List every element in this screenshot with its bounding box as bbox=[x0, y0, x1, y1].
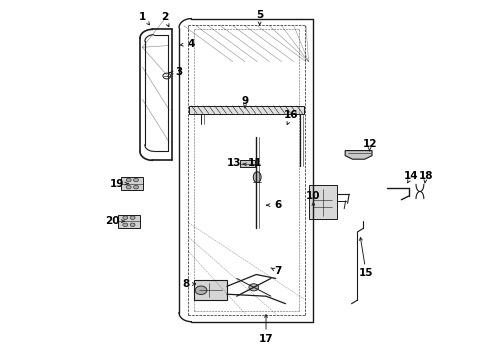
Text: 12: 12 bbox=[362, 139, 377, 149]
Text: 10: 10 bbox=[306, 191, 320, 201]
Text: 15: 15 bbox=[359, 268, 373, 278]
Circle shape bbox=[130, 216, 135, 220]
Text: 5: 5 bbox=[256, 10, 263, 20]
Text: 18: 18 bbox=[418, 171, 433, 181]
Text: 16: 16 bbox=[284, 111, 299, 121]
Bar bbox=[122, 177, 144, 190]
Text: 4: 4 bbox=[188, 39, 195, 49]
Circle shape bbox=[126, 178, 131, 182]
Text: 8: 8 bbox=[183, 279, 190, 289]
Text: 6: 6 bbox=[274, 200, 282, 210]
Text: 11: 11 bbox=[247, 158, 262, 168]
Text: 17: 17 bbox=[259, 333, 273, 343]
Text: 9: 9 bbox=[242, 96, 248, 106]
Circle shape bbox=[123, 223, 128, 226]
Circle shape bbox=[134, 178, 139, 182]
Circle shape bbox=[130, 223, 135, 226]
Ellipse shape bbox=[253, 172, 261, 183]
Circle shape bbox=[126, 185, 131, 189]
Text: 14: 14 bbox=[404, 171, 418, 181]
Text: 1: 1 bbox=[139, 12, 146, 22]
Circle shape bbox=[249, 284, 259, 291]
Bar bbox=[118, 215, 140, 228]
Bar bbox=[194, 280, 227, 300]
Bar bbox=[309, 185, 337, 220]
Text: 2: 2 bbox=[161, 12, 168, 22]
Circle shape bbox=[195, 286, 207, 294]
Text: 20: 20 bbox=[105, 216, 120, 226]
Bar bbox=[189, 106, 304, 114]
Text: 7: 7 bbox=[274, 266, 282, 276]
Text: 19: 19 bbox=[110, 179, 124, 189]
Polygon shape bbox=[345, 150, 372, 159]
Circle shape bbox=[123, 216, 128, 220]
Text: 13: 13 bbox=[227, 158, 242, 168]
Bar bbox=[240, 159, 255, 167]
Text: 3: 3 bbox=[175, 67, 183, 77]
Circle shape bbox=[134, 185, 139, 189]
